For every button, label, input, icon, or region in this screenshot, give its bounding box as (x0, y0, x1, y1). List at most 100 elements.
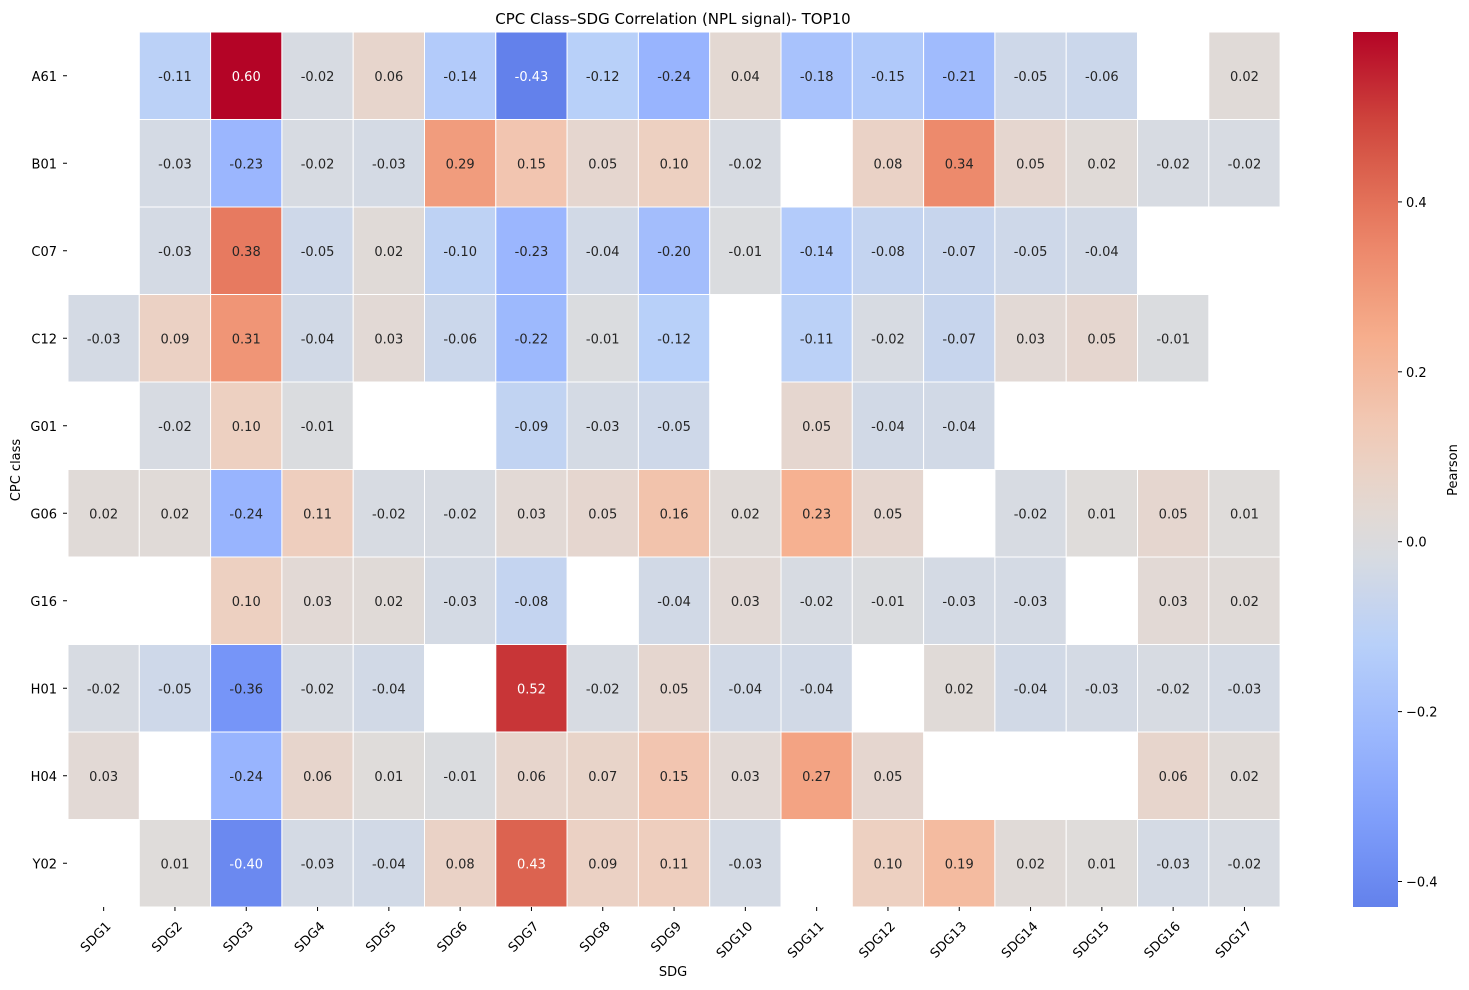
heatmap-cell-H01-SDG14 (994, 644, 1067, 733)
heatmap-cell-G16-SDG17 (1208, 556, 1281, 645)
heatmap-cell-G06-SDG2 (138, 469, 212, 558)
heatmap-cell-Y02-SDG5 (352, 819, 426, 908)
cell-value-label: 0.05 (588, 507, 617, 522)
cell-value-label: -0.02 (87, 682, 121, 697)
column-label-SDG4: SDG4 (292, 919, 328, 955)
cell-value-label: -0.05 (158, 682, 192, 697)
heatmap-cell-B01-SDG2 (138, 119, 212, 208)
colorbar-tick-label: 0.4 (1406, 196, 1427, 211)
cell-value-label: -0.05 (301, 245, 335, 260)
cell-value-label: -0.07 (942, 332, 976, 347)
cell-value-label: -0.02 (1156, 682, 1190, 697)
cell-value-label: -0.06 (1085, 70, 1119, 85)
cell-value-label: 0.07 (588, 770, 617, 785)
cell-value-label: -0.04 (1014, 682, 1048, 697)
cell-value-label: -0.22 (515, 332, 549, 347)
cell-value-label: -0.10 (443, 245, 477, 260)
heatmap-cell-H04-SDG12 (851, 731, 925, 820)
cell-value-label: 0.16 (660, 507, 689, 522)
cell-value-label: 0.27 (802, 770, 831, 785)
column-label-SDG17: SDG17 (1213, 919, 1255, 961)
row-label-G06: G06 (30, 507, 57, 522)
cell-value-label: -0.03 (1156, 857, 1190, 872)
cell-value-label: 0.15 (517, 157, 546, 172)
heatmap-cell-C07-SDG7 (495, 206, 568, 295)
cell-value-label: -0.03 (372, 157, 406, 172)
cell-value-label: -0.04 (942, 420, 976, 435)
heatmap-cell-G16-SDG6 (424, 556, 497, 645)
heatmap-cell-H01-SDG11 (780, 644, 853, 733)
cell-value-label: 0.11 (660, 857, 689, 872)
cell-value-label: -0.04 (800, 682, 834, 697)
heatmap-cell-H04-SDG10 (709, 731, 782, 820)
cell-value-label: -0.08 (871, 245, 905, 260)
column-label-SDG16: SDG16 (1142, 919, 1184, 961)
colorbar-tick-label: 0.2 (1406, 366, 1427, 381)
heatmap-cell-B01-SDG16 (1137, 119, 1210, 208)
cell-value-label: -0.12 (586, 70, 620, 85)
heatmap-cell-Y02-SDG6 (424, 819, 497, 908)
cell-value-label: 0.05 (873, 770, 902, 785)
cell-value-label: 0.05 (1159, 507, 1188, 522)
cell-value-label: -0.04 (657, 595, 691, 610)
cell-value-label: 0.10 (232, 420, 261, 435)
heatmap-cell-G01-SDG13 (923, 381, 996, 470)
cell-value-label: -0.03 (443, 595, 477, 610)
heatmap-cell-C07-SDG10 (709, 206, 782, 295)
cell-value-label: 0.34 (945, 157, 974, 172)
cell-value-label: -0.03 (1014, 595, 1048, 610)
cell-value-label: -0.02 (301, 70, 335, 85)
cell-value-label: -0.02 (1156, 157, 1190, 172)
cell-value-label: 0.02 (731, 507, 760, 522)
heatmap-cells: -0.11 0.60 -0.02 0.06 -0.14 -0.43 -0.12 -0.24 0.… (67, 31, 1281, 908)
heatmap-cell-C07-SDG9 (637, 206, 711, 295)
heatmap-cell-B01-SDG5 (352, 119, 426, 208)
cell-value-label: -0.15 (871, 70, 905, 85)
cell-value-label: -0.03 (942, 595, 976, 610)
cell-value-label: -0.01 (301, 420, 335, 435)
cell-value-label: -0.02 (1228, 857, 1262, 872)
row-label-C12: C12 (31, 332, 57, 347)
column-label-SDG6: SDG6 (434, 919, 470, 955)
heatmap-cell-G16-SDG7 (495, 556, 568, 645)
heatmap-cell-B01-SDG15 (1065, 119, 1138, 208)
cell-value-label: 0.01 (374, 770, 403, 785)
heatmap-cell-G16-SDG16 (1137, 556, 1210, 645)
heatmap-cell-B01-SDG12 (851, 119, 925, 208)
cell-value-label: 0.01 (1230, 507, 1259, 522)
heatmap-cell-G06-SDG7 (495, 469, 568, 558)
cell-value-label: -0.02 (800, 595, 834, 610)
cell-value-label: -0.36 (229, 682, 263, 697)
column-label-SDG8: SDG8 (577, 919, 613, 955)
heatmap-cell-H01-SDG7 (495, 644, 568, 733)
heatmap-cell-C12-SDG11 (780, 294, 853, 383)
heatmap-cell-C12-SDG9 (637, 294, 711, 383)
heatmap-cell-Y02-SDG8 (566, 819, 639, 908)
cell-value-label: 0.05 (1016, 157, 1045, 172)
heatmap-cell-C12-SDG7 (495, 294, 568, 383)
row-labels: A61 B01 C07 C12 G01 G06 G16 H01 H04 Y02 (30, 70, 67, 872)
cell-value-label: -0.02 (1014, 507, 1048, 522)
heatmap-cell-G01-SDG3 (210, 381, 283, 470)
heatmap-cell-G16-SDG13 (923, 556, 996, 645)
cell-value-label: 0.23 (802, 507, 831, 522)
cell-value-label: -0.03 (87, 332, 121, 347)
heatmap-cell-G06-SDG12 (851, 469, 925, 558)
heatmap-cell-A61-SDG14 (994, 31, 1067, 120)
cell-value-label: -0.24 (657, 70, 691, 85)
row-label-Y02: Y02 (32, 857, 57, 872)
heatmap-cell-C07-SDG13 (923, 206, 996, 295)
cell-value-label: 0.03 (1159, 595, 1188, 610)
cell-value-label: 0.04 (731, 70, 760, 85)
cell-value-label: -0.14 (443, 70, 477, 85)
row-label-C07: C07 (31, 245, 57, 260)
cell-value-label: -0.40 (229, 857, 263, 872)
colorbar-label: Pearson (1446, 444, 1461, 496)
cell-value-label: 0.05 (660, 682, 689, 697)
heatmap-cell-C12-SDG6 (424, 294, 497, 383)
cell-value-label: 0.05 (588, 157, 617, 172)
heatmap-cell-Y02-SDG3 (210, 819, 283, 908)
heatmap-cell-A61-SDG4 (281, 31, 354, 120)
heatmap-cell-A61-SDG17 (1208, 31, 1281, 120)
heatmap-cell-H04-SDG9 (637, 731, 711, 820)
